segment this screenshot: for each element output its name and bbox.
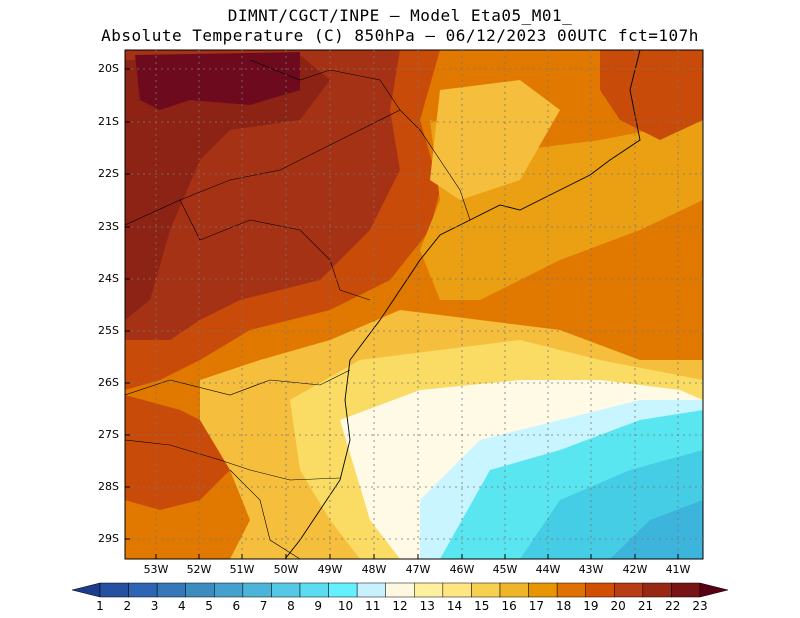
axis-ticks	[125, 68, 679, 559]
colorbar-label: 22	[665, 599, 681, 613]
lat-label: 27S	[98, 428, 119, 441]
colorbar-segment	[99, 582, 129, 598]
lon-label: 46W	[449, 563, 475, 576]
colorbar-segment	[614, 582, 644, 598]
region-very-hot	[135, 52, 300, 110]
state-border-5	[229, 469, 301, 559]
colorbar-label: 21	[637, 599, 654, 613]
colorbar-segment	[385, 582, 415, 598]
lon-label: 48W	[361, 563, 387, 576]
gridlines	[125, 50, 703, 559]
lon-label: 47W	[405, 563, 431, 576]
colorbar-label: 10	[337, 599, 354, 613]
colorbar-label: 19	[583, 599, 599, 613]
colorbar-segment	[556, 582, 586, 598]
lat-label: 28S	[98, 480, 119, 493]
state-border-2	[125, 369, 351, 396]
lon-label: 44W	[535, 563, 561, 576]
colorbar-segment	[328, 582, 358, 598]
colorbar-segment	[299, 582, 329, 598]
colorbar-segment	[214, 582, 244, 598]
chart-title-line2: Absolute Temperature (C) 850hPa – 06/12/…	[101, 26, 699, 45]
lon-label: 49W	[317, 563, 343, 576]
lon-label: 41W	[665, 563, 691, 576]
colorbar-label: 17	[528, 599, 544, 613]
colorbar-label: 16	[501, 599, 517, 613]
colorbar-label: 3	[150, 599, 159, 613]
region-warm-northeast	[600, 50, 703, 140]
colorbar-segment	[471, 582, 501, 598]
colorbar-segment	[185, 582, 215, 598]
colorbar-segment	[528, 582, 558, 598]
colorbar	[71, 582, 729, 598]
colorbar-max-triangle	[699, 582, 729, 598]
lon-label: 51W	[229, 563, 255, 576]
lat-label: 22S	[98, 167, 119, 180]
lon-label: 45W	[492, 563, 518, 576]
colorbar-label: 11	[365, 599, 381, 613]
colorbar-label: 4	[177, 599, 186, 613]
state-border-4	[179, 199, 371, 301]
state-border-3	[125, 439, 341, 481]
colorbar-label: 1	[96, 599, 104, 613]
colorbar-segment	[442, 582, 472, 598]
lat-label: 25S	[98, 324, 119, 337]
colorbar-label: 5	[205, 599, 213, 613]
colorbar-segment	[414, 582, 444, 598]
colorbar-segment	[356, 582, 386, 598]
colorbar-segment	[642, 582, 672, 598]
lat-label: 21S	[98, 115, 119, 128]
colorbar-label: 9	[314, 599, 322, 613]
colorbar-label: 13	[419, 599, 435, 613]
lat-label: 20S	[98, 62, 119, 75]
colorbar-segment	[585, 582, 615, 598]
lat-label: 23S	[98, 220, 119, 233]
colorbar-label: 20	[610, 599, 626, 613]
colorbar-label: 2	[123, 599, 132, 613]
colorbar-label: 8	[287, 599, 295, 613]
lat-label: 24S	[98, 272, 119, 285]
lat-label: 29S	[98, 532, 119, 545]
colorbar-segment	[242, 582, 272, 598]
region-hot-core	[125, 55, 330, 320]
region-gold-inland	[430, 80, 560, 200]
chart-title-line1: DIMNT/CGCT/INPE – Model Eta05_M01_	[227, 6, 573, 25]
colorbar-label: 23	[692, 599, 708, 613]
colorbar-segment	[271, 582, 301, 598]
colorbar-label: 6	[232, 599, 241, 613]
colorbar-min-triangle	[71, 582, 101, 598]
colorbar-label: 7	[259, 599, 268, 613]
lon-label: 43W	[578, 563, 604, 576]
lon-label: 42W	[622, 563, 648, 576]
colorbar-label: 15	[474, 599, 490, 613]
coastline	[284, 50, 641, 559]
colorbar-label: 18	[555, 599, 572, 613]
lon-label: 50W	[273, 563, 299, 576]
lon-label: 52W	[186, 563, 212, 576]
colorbar-segment	[671, 582, 701, 598]
temperature-field	[125, 50, 703, 559]
colorbar-segment	[499, 582, 529, 598]
colorbar-label: 12	[392, 599, 408, 613]
region-blue-ocean	[610, 500, 703, 559]
colorbar-segment	[128, 582, 158, 598]
colorbar-label: 14	[446, 599, 463, 613]
colorbar-segment	[156, 582, 186, 598]
lon-label: 53W	[143, 563, 169, 576]
lat-label: 26S	[98, 376, 119, 389]
state-border-1	[125, 109, 471, 226]
plot-frame	[124, 49, 704, 560]
